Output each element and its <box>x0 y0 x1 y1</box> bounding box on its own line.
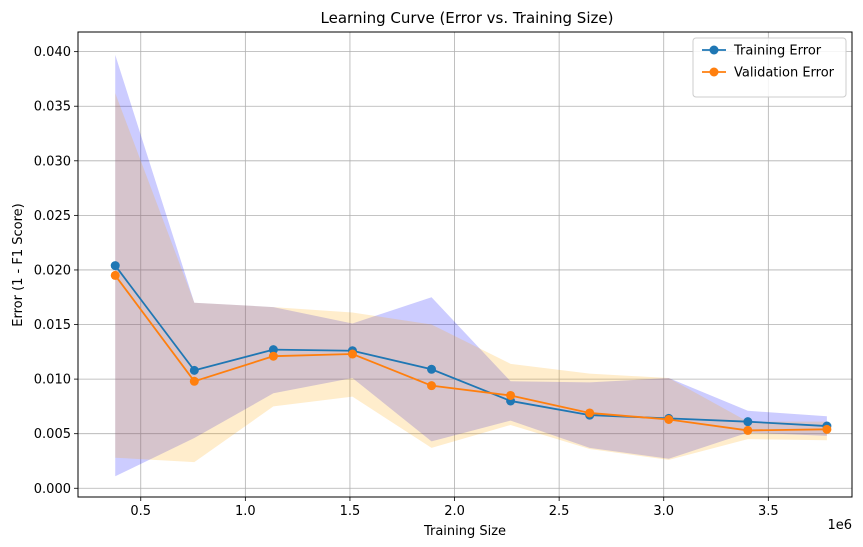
x-tick-label: 3.5 <box>758 504 779 519</box>
x-tick-label: 1.5 <box>340 504 361 519</box>
confidence-band <box>115 54 827 477</box>
chart-title: Learning Curve (Error vs. Training Size) <box>321 9 614 27</box>
y-tick-label: 0.025 <box>34 209 71 224</box>
x-tick-label: 1.0 <box>235 504 256 519</box>
legend-box <box>692 37 847 98</box>
legend-marker <box>709 67 719 77</box>
data-point <box>743 425 753 435</box>
y-axis-label: Error (1 - F1 Score) <box>11 203 26 326</box>
x-axis-ticks: 0.5 1.0 1.5 2.0 2.5 3.0 3.5 <box>130 497 779 519</box>
grid <box>78 32 852 497</box>
series-line <box>114 265 827 427</box>
data-point <box>822 424 832 434</box>
y-tick-label: 0.030 <box>34 154 71 169</box>
data-point <box>585 408 595 418</box>
x-tick-label: 2.0 <box>444 504 465 519</box>
plot-frame <box>77 31 853 498</box>
legend-label: Training Error <box>733 44 822 59</box>
series-line <box>114 274 827 432</box>
x-tick-label: 0.5 <box>130 504 151 519</box>
data-point <box>347 349 357 359</box>
data-point <box>189 376 199 386</box>
x-tick-label: 2.5 <box>549 504 570 519</box>
data-point <box>506 390 516 400</box>
data-point <box>743 417 753 427</box>
y-tick-label: 0.020 <box>34 263 71 278</box>
confidence-band <box>115 93 827 463</box>
data-point <box>427 364 437 374</box>
data-point <box>110 261 120 271</box>
data-point <box>189 365 199 375</box>
confidence-bands <box>115 54 827 477</box>
y-tick-label: 0.005 <box>34 427 71 442</box>
legend-label: Validation Error <box>734 66 835 81</box>
legend: Training Error Validation Error <box>692 37 847 98</box>
x-axis-label: Training Size <box>423 524 506 539</box>
x-tick-label: 3.0 <box>653 504 674 519</box>
data-point <box>268 345 278 355</box>
series-lines <box>110 261 832 435</box>
data-point <box>427 381 437 391</box>
data-point <box>664 415 674 424</box>
legend-marker <box>709 45 719 55</box>
x-axis-offset-text: 1e6 <box>827 518 852 533</box>
y-tick-label: 0.010 <box>34 373 71 388</box>
y-tick-label: 0.040 <box>34 45 71 60</box>
data-point <box>110 270 120 280</box>
y-tick-label: 0.015 <box>34 318 71 333</box>
y-axis-ticks: 0.000 0.005 0.010 0.015 0.020 0.025 0.030 0.035… <box>34 45 78 497</box>
data-point <box>268 351 278 361</box>
y-tick-label: 0.035 <box>34 100 71 115</box>
y-tick-label: 0.000 <box>34 482 71 497</box>
